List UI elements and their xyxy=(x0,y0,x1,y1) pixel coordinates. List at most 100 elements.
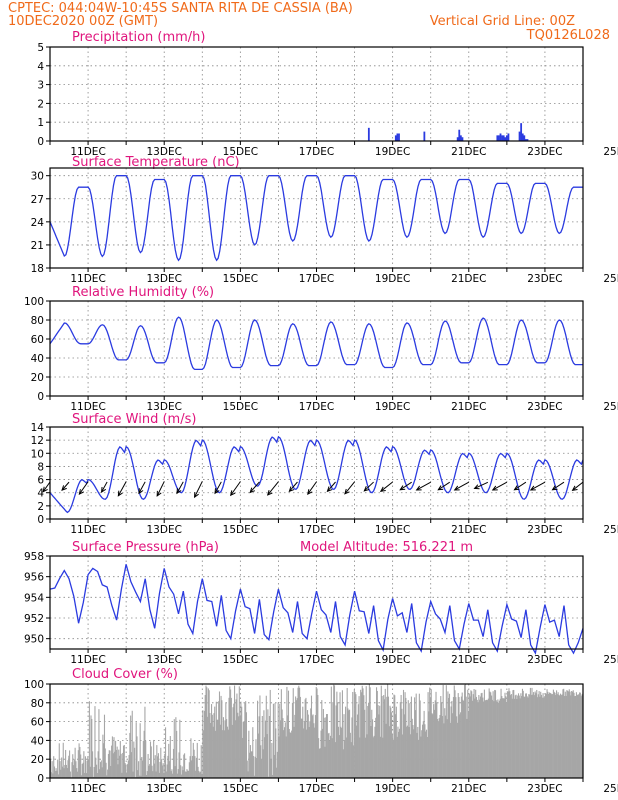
cloud-bar xyxy=(282,718,284,778)
wind-arrow-head xyxy=(194,492,199,499)
cloud-bar xyxy=(412,725,414,778)
x-tick-label: 15DEC xyxy=(223,524,258,536)
cloud-bar xyxy=(280,720,282,778)
cloud-bar xyxy=(348,710,350,778)
cloud-bar xyxy=(292,688,294,778)
cloud-bar xyxy=(562,689,564,778)
cloud-bar xyxy=(251,751,253,778)
cloud-bar xyxy=(100,760,102,778)
cloud-bar xyxy=(542,693,544,778)
x-tick-label: 15DEC xyxy=(223,654,258,666)
cloud-bar xyxy=(122,752,124,778)
cloud-bar xyxy=(76,768,78,778)
cloud-bar xyxy=(437,718,439,778)
cloud-bar xyxy=(526,696,528,778)
cloud-bar xyxy=(180,765,182,778)
cloud-bar xyxy=(169,736,171,778)
cloud-bar xyxy=(234,685,236,778)
cloud-bar xyxy=(551,694,553,778)
x-tick-label: 21DEC xyxy=(451,654,486,666)
cloud-bar xyxy=(191,760,193,778)
cloud-bar xyxy=(222,717,225,778)
cloud-bar xyxy=(395,714,397,778)
wind-arrow xyxy=(438,481,451,491)
cloud-bar xyxy=(317,694,319,778)
precip-bar xyxy=(521,133,524,141)
cloud-bar xyxy=(204,695,206,778)
cloud-bar xyxy=(491,699,493,778)
cloud-bar xyxy=(161,765,163,778)
cloud-bar xyxy=(294,714,296,778)
cloud-bar xyxy=(446,719,448,778)
x-tick-label: 23DEC xyxy=(527,524,562,536)
panel-1: Precipitation (mm/h) 0 1 2 3 4 5 11DEC 13DEC 15DE… xyxy=(37,30,618,158)
cloud-bar xyxy=(260,758,263,778)
cloud-bar xyxy=(447,691,449,778)
cloud-bar xyxy=(503,698,505,778)
cloud-bar xyxy=(359,737,361,778)
cloud-bar xyxy=(258,716,260,778)
cloud-bar xyxy=(321,700,323,778)
x-tick-label: 19DEC xyxy=(375,273,410,285)
cloud-bar xyxy=(575,695,577,778)
cloud-bar xyxy=(382,737,384,778)
cloud-bar xyxy=(248,730,250,778)
cloud-bar xyxy=(431,713,433,778)
cloud-bar xyxy=(69,750,71,778)
cloud-bar xyxy=(239,716,241,778)
cloud-bar xyxy=(284,722,286,778)
wind-arrow-head xyxy=(363,486,370,492)
y-tick-label: 6 xyxy=(37,475,44,487)
wind-arrow-head xyxy=(415,485,422,491)
cloud-bar xyxy=(427,692,429,778)
cloud-bar xyxy=(450,706,452,778)
precip-bar xyxy=(456,137,459,141)
cloud-bar xyxy=(434,700,436,778)
cloud-bar xyxy=(222,730,224,778)
cloud-bar xyxy=(355,694,357,778)
y-tick-label: 950 xyxy=(24,634,44,646)
x-tick-label: 11DEC xyxy=(70,146,105,158)
cloud-bar xyxy=(195,757,198,778)
wind-arrow-head xyxy=(78,489,85,495)
cloud-bar xyxy=(116,746,118,778)
cloud-bar xyxy=(301,718,303,778)
cloud-bar xyxy=(487,698,489,778)
cloud-bar xyxy=(106,775,108,778)
cloud-bar xyxy=(577,695,579,778)
wind-arrow-head xyxy=(491,485,498,491)
cloud-bar xyxy=(170,771,172,778)
cloud-bar xyxy=(149,741,152,778)
cloud-bar xyxy=(205,685,207,778)
cloud-bar xyxy=(475,696,478,778)
cloud-bar xyxy=(103,714,106,778)
cloud-bar xyxy=(567,691,570,778)
wind-arrow-head xyxy=(288,486,295,493)
cloud-bar xyxy=(318,748,320,778)
cloud-bar xyxy=(495,700,497,778)
precip-bar xyxy=(520,123,523,141)
cloud-bar xyxy=(485,700,487,778)
cloud-bar xyxy=(428,711,430,778)
cloud-bar xyxy=(449,722,451,778)
cloud-bar xyxy=(82,762,84,778)
cloud-bar xyxy=(203,710,205,778)
cloud-bar xyxy=(402,689,405,778)
y-tick-label: 20 xyxy=(31,372,44,384)
wind-arrow-head xyxy=(100,486,107,493)
cloud-bar xyxy=(257,700,259,778)
cloud-bar xyxy=(366,734,368,778)
cloud-bar xyxy=(406,726,408,778)
cloud-bar xyxy=(103,743,105,778)
cloud-bar xyxy=(126,764,129,778)
grid-note: Vertical Grid Line: 00Z xyxy=(430,14,575,29)
precip-bar xyxy=(461,137,464,141)
cloud-bar xyxy=(581,694,583,778)
cloud-bar xyxy=(97,751,99,778)
wind-arrow xyxy=(230,481,241,496)
cloud-bar xyxy=(58,743,60,778)
x-tick-label: 23DEC xyxy=(527,146,562,158)
cloud-bar xyxy=(249,752,251,778)
cloud-bar xyxy=(444,708,446,778)
cloud-bar xyxy=(268,716,271,778)
